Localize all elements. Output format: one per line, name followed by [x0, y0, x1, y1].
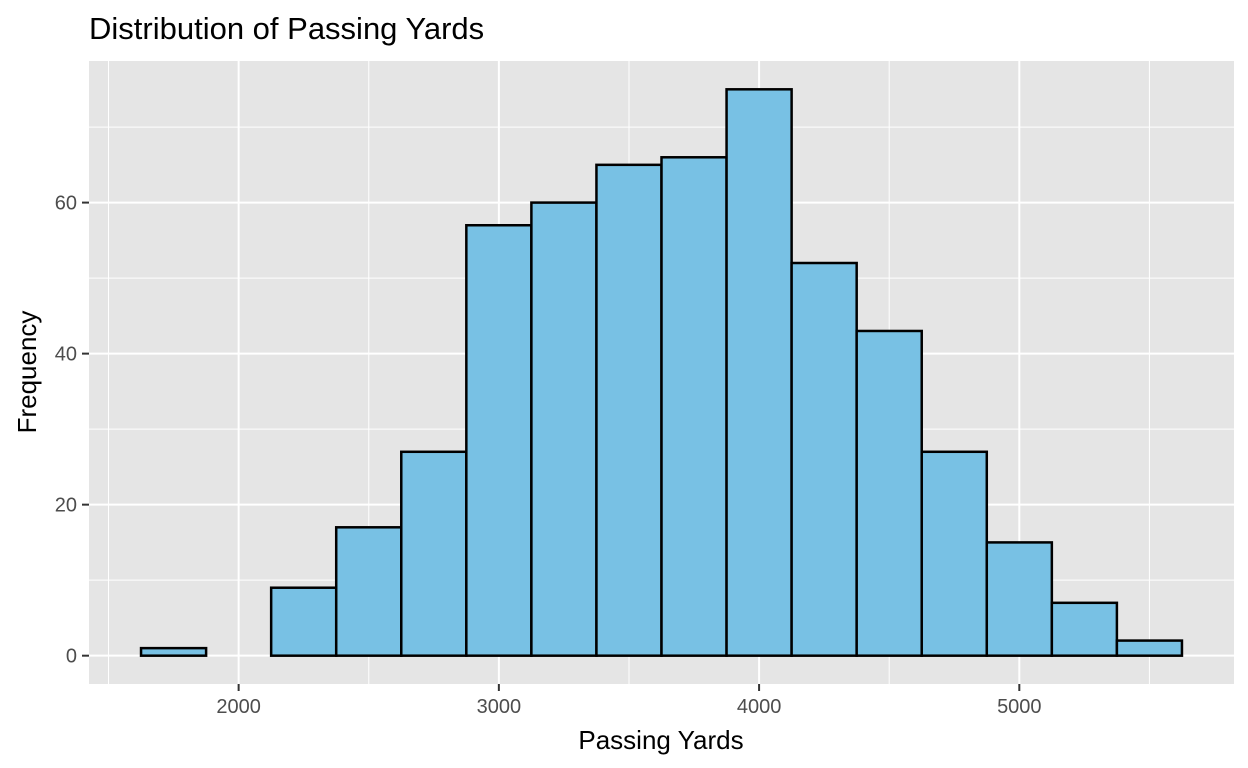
histogram-bar [530, 201, 598, 657]
x-tick-label: 3000 [477, 696, 522, 718]
x-tick-label: 4000 [737, 696, 782, 718]
bars [139, 88, 1184, 657]
y-axis-title: Frequency [12, 311, 42, 434]
x-tick-label: 5000 [997, 696, 1042, 718]
histogram-bar [855, 329, 923, 657]
histogram-bar [400, 450, 468, 657]
x-tick-label: 2000 [216, 696, 261, 718]
histogram-bar [269, 586, 338, 657]
x-axis-title: Passing Yards [578, 725, 743, 755]
histogram-bar [595, 163, 663, 657]
histogram-bar [920, 450, 989, 657]
chart-title: Distribution of Passing Yards [89, 11, 484, 46]
y-axis: 0 20 40 60 [55, 193, 89, 668]
histogram-bar [660, 156, 728, 657]
histogram-bar [139, 646, 208, 657]
y-tick-label: 0 [66, 646, 77, 668]
y-tick-label: 20 [55, 495, 77, 517]
histogram-bar [465, 223, 533, 657]
histogram-bar [790, 261, 858, 657]
histogram-bar [1115, 639, 1184, 657]
histogram-bar [725, 88, 793, 657]
y-tick-label: 60 [55, 193, 77, 215]
histogram-bar [334, 526, 403, 657]
histogram-bar [985, 541, 1054, 657]
x-axis: 2000 3000 4000 5000 [216, 684, 1042, 718]
y-tick-label: 40 [55, 344, 77, 366]
histogram-bar [1050, 601, 1119, 657]
